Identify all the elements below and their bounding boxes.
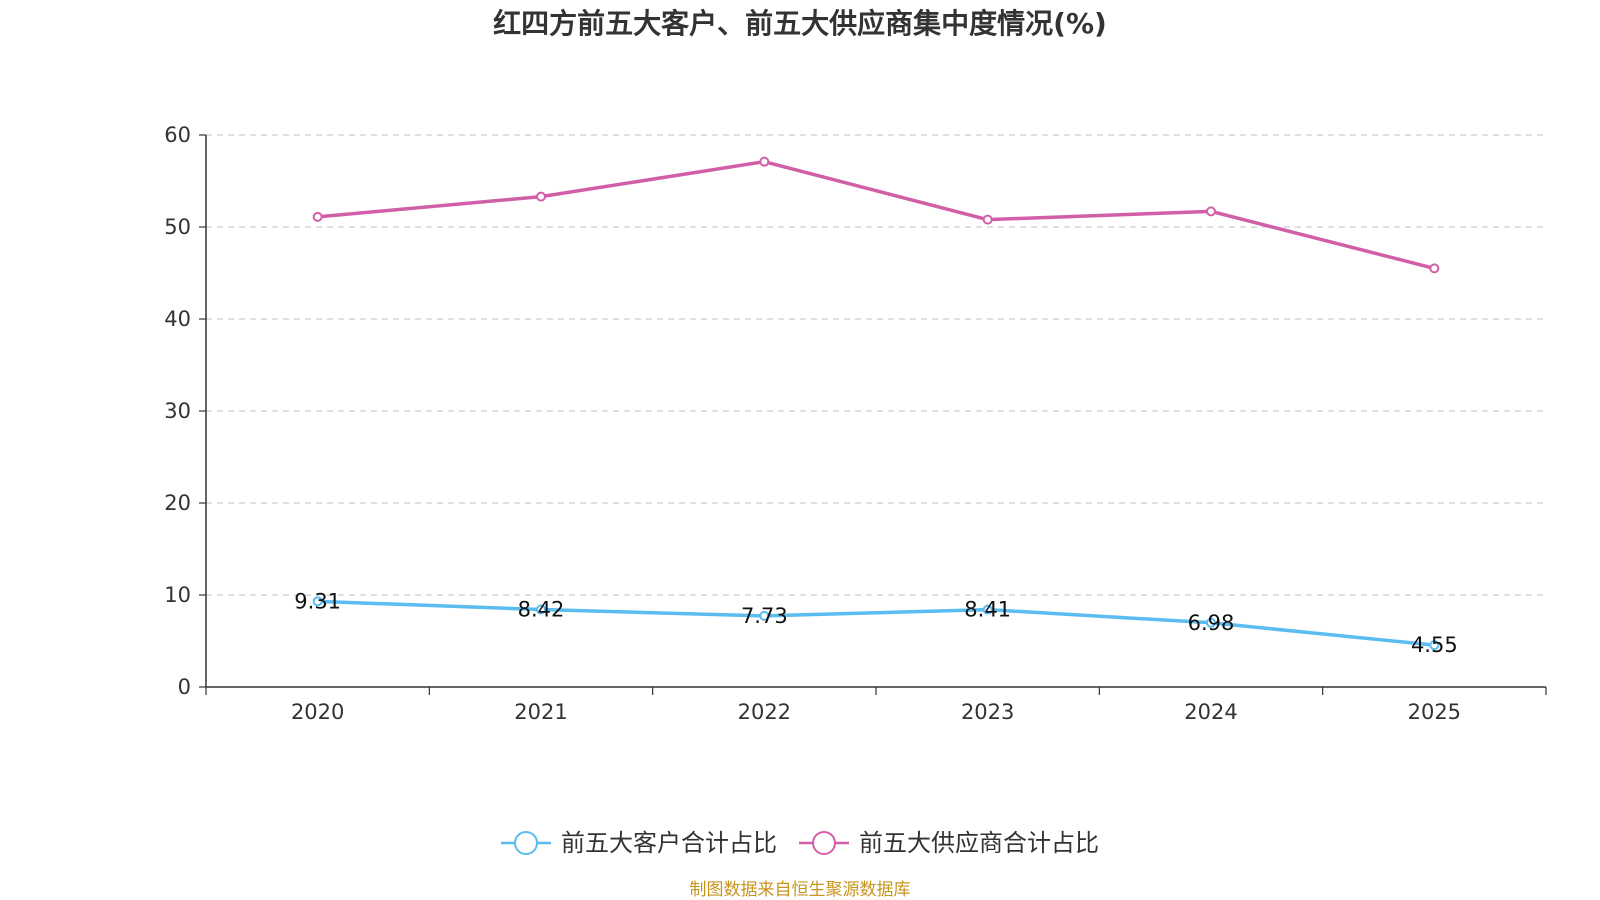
- data-point[interactable]: [312, 596, 323, 607]
- legend-label: 前五大供应商合计占比: [859, 829, 1099, 857]
- data-label: 7.73: [741, 604, 788, 628]
- data-point[interactable]: [536, 604, 546, 615]
- data-point[interactable]: [759, 610, 770, 621]
- data-point[interactable]: [982, 214, 993, 225]
- data-point[interactable]: [982, 604, 993, 615]
- data-labels: 9.31 8.42 7.73 8.41 6.98 4.55: [294, 589, 1457, 657]
- y-tick-label: 40: [164, 307, 191, 331]
- x-tick-label: 2024: [1184, 700, 1237, 724]
- chart-title: 红四方前五大客户、前五大供应商集中度情况(%): [493, 7, 1107, 40]
- data-label: 4.55: [1411, 633, 1458, 657]
- series-line: [317, 599, 1435, 647]
- data-point[interactable]: [1429, 640, 1440, 651]
- grid-lines: [206, 134, 1546, 596]
- data-point[interactable]: [1206, 206, 1216, 217]
- legend-label: 前五大客户合计占比: [561, 829, 777, 857]
- y-tick-label: 30: [164, 399, 191, 423]
- x-tick-label: 2020: [291, 700, 344, 724]
- data-point[interactable]: [1206, 617, 1216, 628]
- x-tick-label: 2023: [961, 700, 1014, 724]
- y-tick-label: 50: [164, 215, 191, 239]
- legend-marker-symbol: [514, 831, 538, 855]
- data-point[interactable]: [536, 191, 546, 202]
- legend-item[interactable]: 前五大客户合计占比: [501, 829, 777, 857]
- legend-item[interactable]: 前五大供应商合计占比: [799, 829, 1099, 857]
- data-point[interactable]: [312, 211, 323, 222]
- x-tick-label: 2022: [738, 700, 791, 724]
- y-tick-label: 20: [164, 491, 191, 515]
- y-tick-label: 10: [164, 583, 191, 607]
- data-point[interactable]: [759, 156, 770, 167]
- data-label: 8.41: [964, 598, 1011, 622]
- series-layer: [312, 156, 1440, 651]
- x-tick-label: 2021: [514, 700, 567, 724]
- data-label: 9.31: [294, 589, 341, 613]
- y-tick-label: 60: [164, 123, 191, 147]
- axes: 0 10 20 30 40 50 60 2020 2021 2022 2023 2024 2025: [164, 123, 1547, 724]
- data-point[interactable]: [1429, 263, 1440, 274]
- data-label: 6.98: [1188, 611, 1235, 635]
- data-label: 8.42: [518, 598, 565, 622]
- legend-marker-symbol: [812, 831, 836, 855]
- legend[interactable]: 前五大客户合计占比 前五大供应商合计占比: [501, 829, 1099, 857]
- source-note: 制图数据来自恒生聚源数据库: [690, 880, 911, 900]
- series-line: [317, 159, 1435, 271]
- y-tick-label: 0: [178, 675, 191, 699]
- x-tick-label: 2025: [1408, 700, 1461, 724]
